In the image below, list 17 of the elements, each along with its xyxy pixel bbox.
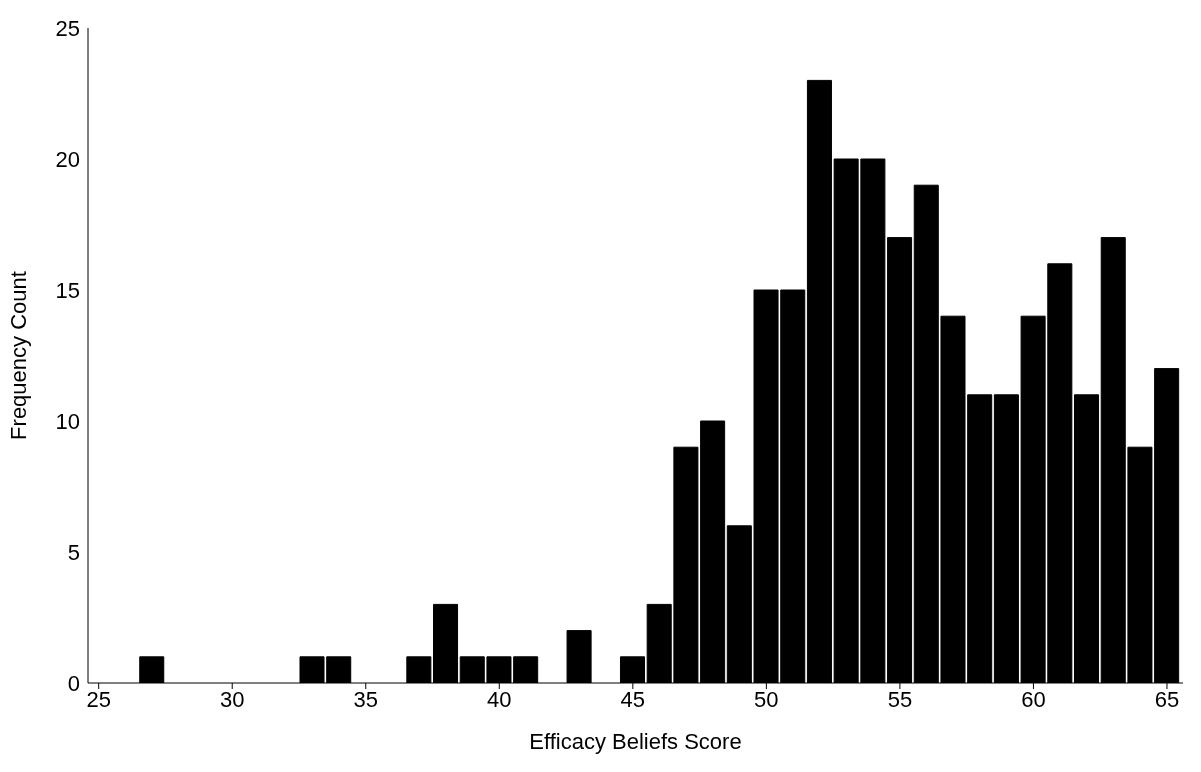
x-tick-label: 60 bbox=[1021, 686, 1046, 712]
y-tick-label: 10 bbox=[55, 408, 80, 434]
x-tick-label: 50 bbox=[754, 686, 779, 712]
x-tick-label: 55 bbox=[887, 686, 913, 712]
x-tick-label: 45 bbox=[620, 686, 646, 712]
x-axis-title: Efficacy Beliefs Score bbox=[529, 729, 742, 754]
y-tick-label: 25 bbox=[55, 15, 80, 41]
y-tick-label: 0 bbox=[67, 670, 80, 696]
y-tick-label: 5 bbox=[67, 539, 80, 565]
x-tick-label: 25 bbox=[86, 686, 111, 712]
x-tick-label: 65 bbox=[1154, 686, 1180, 712]
x-tick-label: 30 bbox=[219, 686, 245, 712]
y-tick-label: 15 bbox=[55, 277, 80, 303]
x-tick-label: 40 bbox=[487, 686, 512, 712]
y-tick-label: 20 bbox=[55, 146, 80, 172]
x-tick-label: 35 bbox=[353, 686, 378, 712]
y-axis-title: Frequency Count bbox=[5, 271, 31, 440]
